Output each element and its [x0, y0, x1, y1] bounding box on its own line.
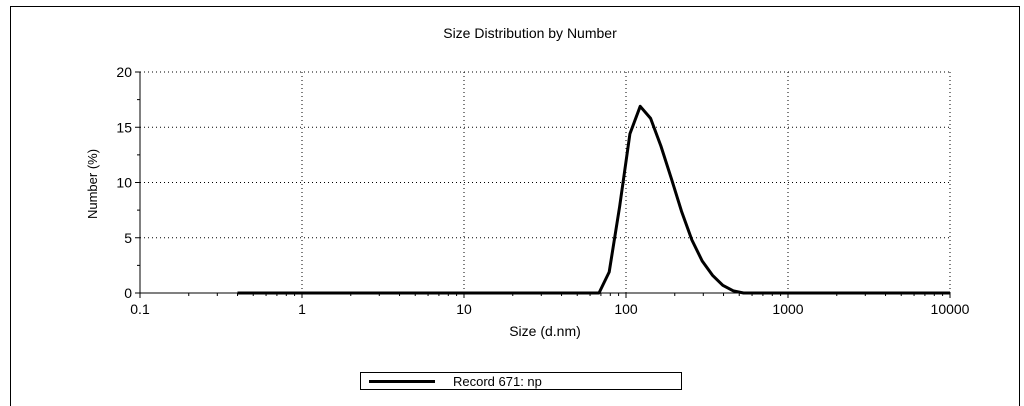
y-tick-label: 10 [116, 175, 132, 191]
chart-title: Size Distribution by Number [443, 25, 617, 41]
x-tick-label: 10 [456, 301, 472, 317]
y-tick-label: 15 [116, 119, 132, 135]
series-line [237, 104, 950, 295]
axes [135, 71, 951, 298]
chart-frame [10, 6, 1020, 406]
legend: Record 671: np [360, 372, 682, 390]
grid-lines [140, 71, 951, 293]
x-tick-label: 10000 [931, 301, 970, 317]
x-tick-labels: 0.1 1 10 100 1000 10000 [130, 301, 969, 317]
x-tick-label: 1000 [772, 301, 803, 317]
legend-swatch [369, 380, 435, 383]
y-tick-label: 20 [116, 64, 132, 80]
x-tick-label: 100 [614, 301, 638, 317]
y-tick-labels: 0 5 10 15 20 [116, 64, 132, 301]
legend-label: Record 671: np [453, 374, 542, 389]
x-tick-label: 0.1 [130, 301, 150, 317]
size-distribution-chart: Size Distribution by Number 0.1 1 10 100 100… [85, 25, 970, 339]
x-tick-label: 1 [298, 301, 306, 317]
y-tick-label: 5 [124, 230, 132, 246]
series-group [237, 104, 950, 295]
y-axis-label: Number (%) [85, 149, 100, 219]
x-axis-label: Size (d.nm) [509, 323, 581, 339]
y-tick-label: 0 [124, 285, 132, 301]
